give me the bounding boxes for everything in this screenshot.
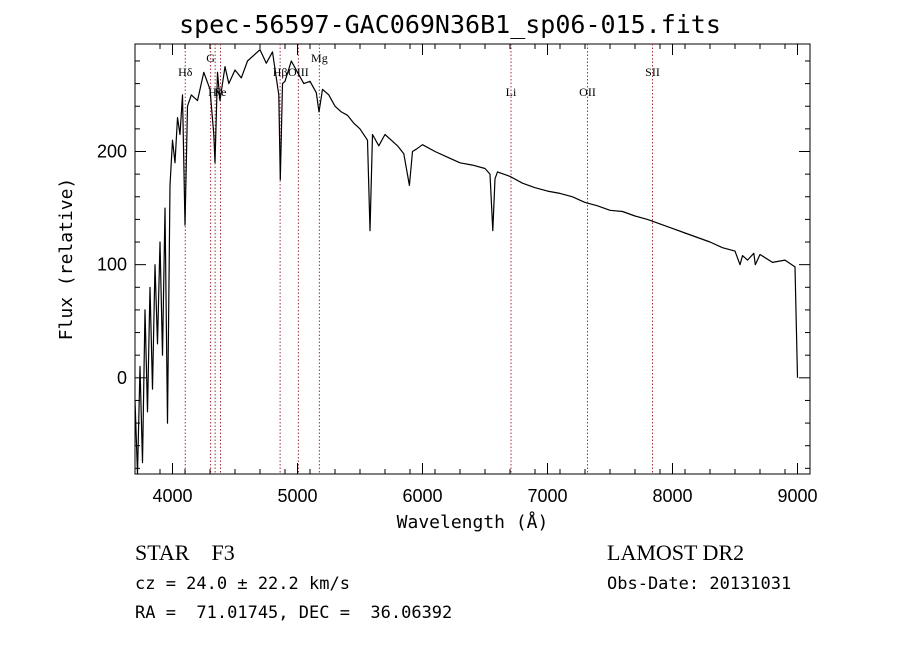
x-tick-label: 6000 xyxy=(402,486,442,506)
observation-date: Obs-Date: 20131031 xyxy=(607,574,792,594)
coordinates-radec: RA = 71.01745, DEC = 36.06392 xyxy=(135,603,453,623)
axes-layer xyxy=(134,43,811,475)
line-marker-label: Hγ xyxy=(208,85,223,99)
object-subclass: F3 xyxy=(211,540,235,565)
chart-title: spec-56597-GAC069N36B1_sp06-015.fits xyxy=(179,10,721,39)
line-marker-label: G xyxy=(206,51,215,65)
line-marker-label: Mg xyxy=(311,51,328,65)
x-axis-label: Wavelength (Å) xyxy=(397,511,549,533)
line-marker-label: Fe xyxy=(215,85,227,99)
object-class: STAR xyxy=(135,540,190,565)
redshift-cz: cz = 24.0 ± 22.2 km/s xyxy=(135,574,350,594)
line-marker-label: Hδ xyxy=(178,65,193,79)
plot-frame xyxy=(134,43,811,475)
y-axis-label: Flux (relative) xyxy=(56,178,77,341)
y-tick-label: 100 xyxy=(97,255,127,275)
object-classification: STAR F3 xyxy=(135,540,235,566)
line-marker-label: OIII xyxy=(288,65,309,79)
line-marker-label: Li xyxy=(506,85,517,99)
x-tick-label: 9000 xyxy=(777,486,817,506)
line-markers-layer xyxy=(184,44,653,474)
line-marker-label: OII xyxy=(579,85,596,99)
x-tick-label: 4000 xyxy=(152,486,192,506)
y-tick-label: 200 xyxy=(97,142,127,162)
x-tick-label: 5000 xyxy=(277,486,317,506)
x-tick-label: 7000 xyxy=(527,486,567,506)
spectrum-layer xyxy=(134,49,799,475)
spectrum-line xyxy=(134,49,799,475)
x-tick-label: 8000 xyxy=(652,486,692,506)
y-tick-label: 0 xyxy=(117,368,127,388)
line-marker-label: SII xyxy=(645,65,660,79)
survey-name: LAMOST DR2 xyxy=(607,540,745,565)
line-marker-label: Hβ xyxy=(273,65,288,79)
